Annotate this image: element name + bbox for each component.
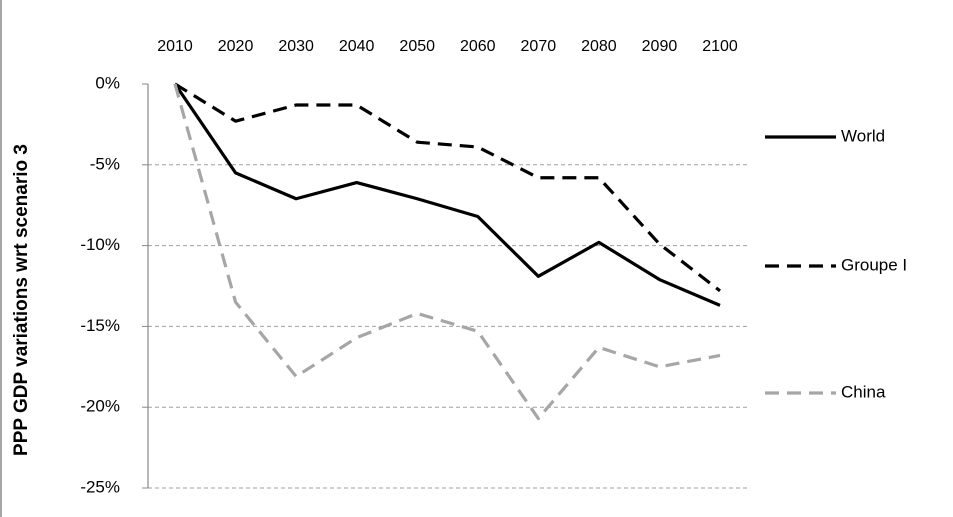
y-tick-label: -5% — [90, 154, 120, 173]
series-line — [173, 83, 721, 421]
x-tick-label: 2100 — [702, 38, 738, 55]
x-tick-label: 2070 — [521, 38, 557, 55]
series-line — [174, 82, 721, 293]
y-tick-label: -20% — [80, 397, 120, 416]
x-tick-label: 2050 — [399, 38, 435, 55]
x-tick-label: 2010 — [157, 38, 193, 55]
y-tick-label: -15% — [80, 316, 120, 335]
x-tick-label: 2030 — [278, 38, 314, 55]
x-tick-label: 2040 — [339, 38, 375, 55]
y-tick-label: -10% — [80, 235, 120, 254]
legend-label: China — [841, 382, 886, 401]
x-tick-label: 2020 — [218, 38, 254, 55]
series-line — [173, 83, 721, 307]
legend-label: World — [841, 126, 885, 145]
y-tick-label: -25% — [80, 477, 120, 496]
x-tick-label: 2080 — [581, 38, 617, 55]
y-axis-title: PPP GDP variations wrt scenario 3 — [11, 144, 32, 456]
legend-label: Groupe I — [841, 255, 907, 274]
y-tick-label: 0% — [95, 73, 120, 92]
x-tick-label: 2060 — [460, 38, 496, 55]
x-tick-label: 2090 — [642, 38, 678, 55]
